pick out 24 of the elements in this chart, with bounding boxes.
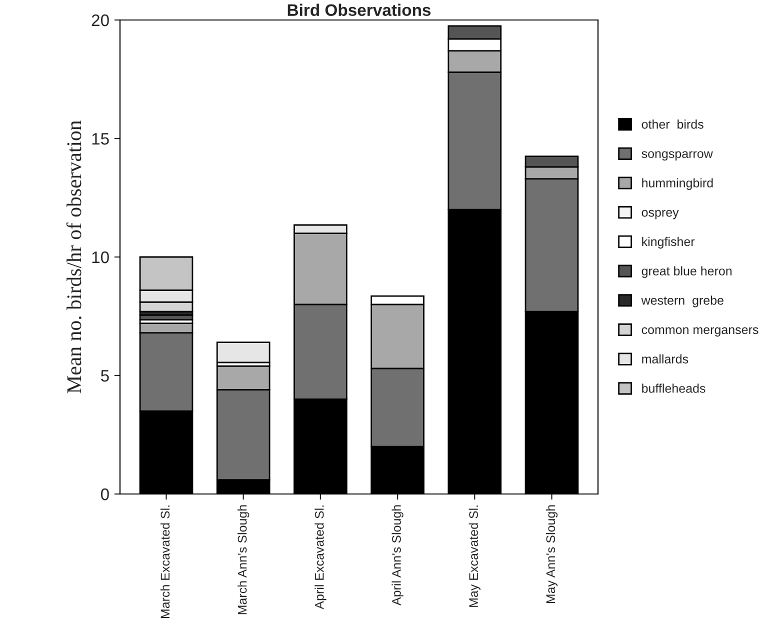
x-tick-label: April Excavated Sl. xyxy=(314,506,326,610)
y-tick-label: 5 xyxy=(100,370,109,382)
x-tick-label: March Excavated Sl. xyxy=(160,506,170,618)
x-tick-label: May Ann's Slough xyxy=(546,505,558,604)
bar xyxy=(216,342,270,364)
y-tick-label: 10 xyxy=(92,251,109,264)
legend-label: osprey xyxy=(642,210,679,220)
legend-label: songsparrow xyxy=(642,151,713,161)
x-tick-label: April Ann's Slough xyxy=(392,505,404,606)
legend-label: other birds xyxy=(642,120,704,129)
legend-label: hummingbird xyxy=(642,178,713,190)
y-tick-label: 15 xyxy=(92,133,109,145)
y-tick-label: 20 xyxy=(92,14,109,26)
legend-label: great blue heron xyxy=(642,266,732,278)
x-tick-label: March Ann's Slough xyxy=(238,505,250,614)
legend-label: western grebe xyxy=(641,296,724,308)
y-tick-label: 0 xyxy=(100,488,109,500)
legend-label: kingfisher xyxy=(642,236,695,249)
legend-label: mallards xyxy=(642,354,688,364)
x-tick-label: May Excavated Sl. xyxy=(468,506,480,607)
legend-label: common mergansers xyxy=(642,327,758,337)
chart-title: Bird Observations xyxy=(288,4,431,16)
y-axis-title: Mean no. birds/hr of observation xyxy=(66,120,82,394)
legend-label: buffleheads xyxy=(642,384,706,393)
